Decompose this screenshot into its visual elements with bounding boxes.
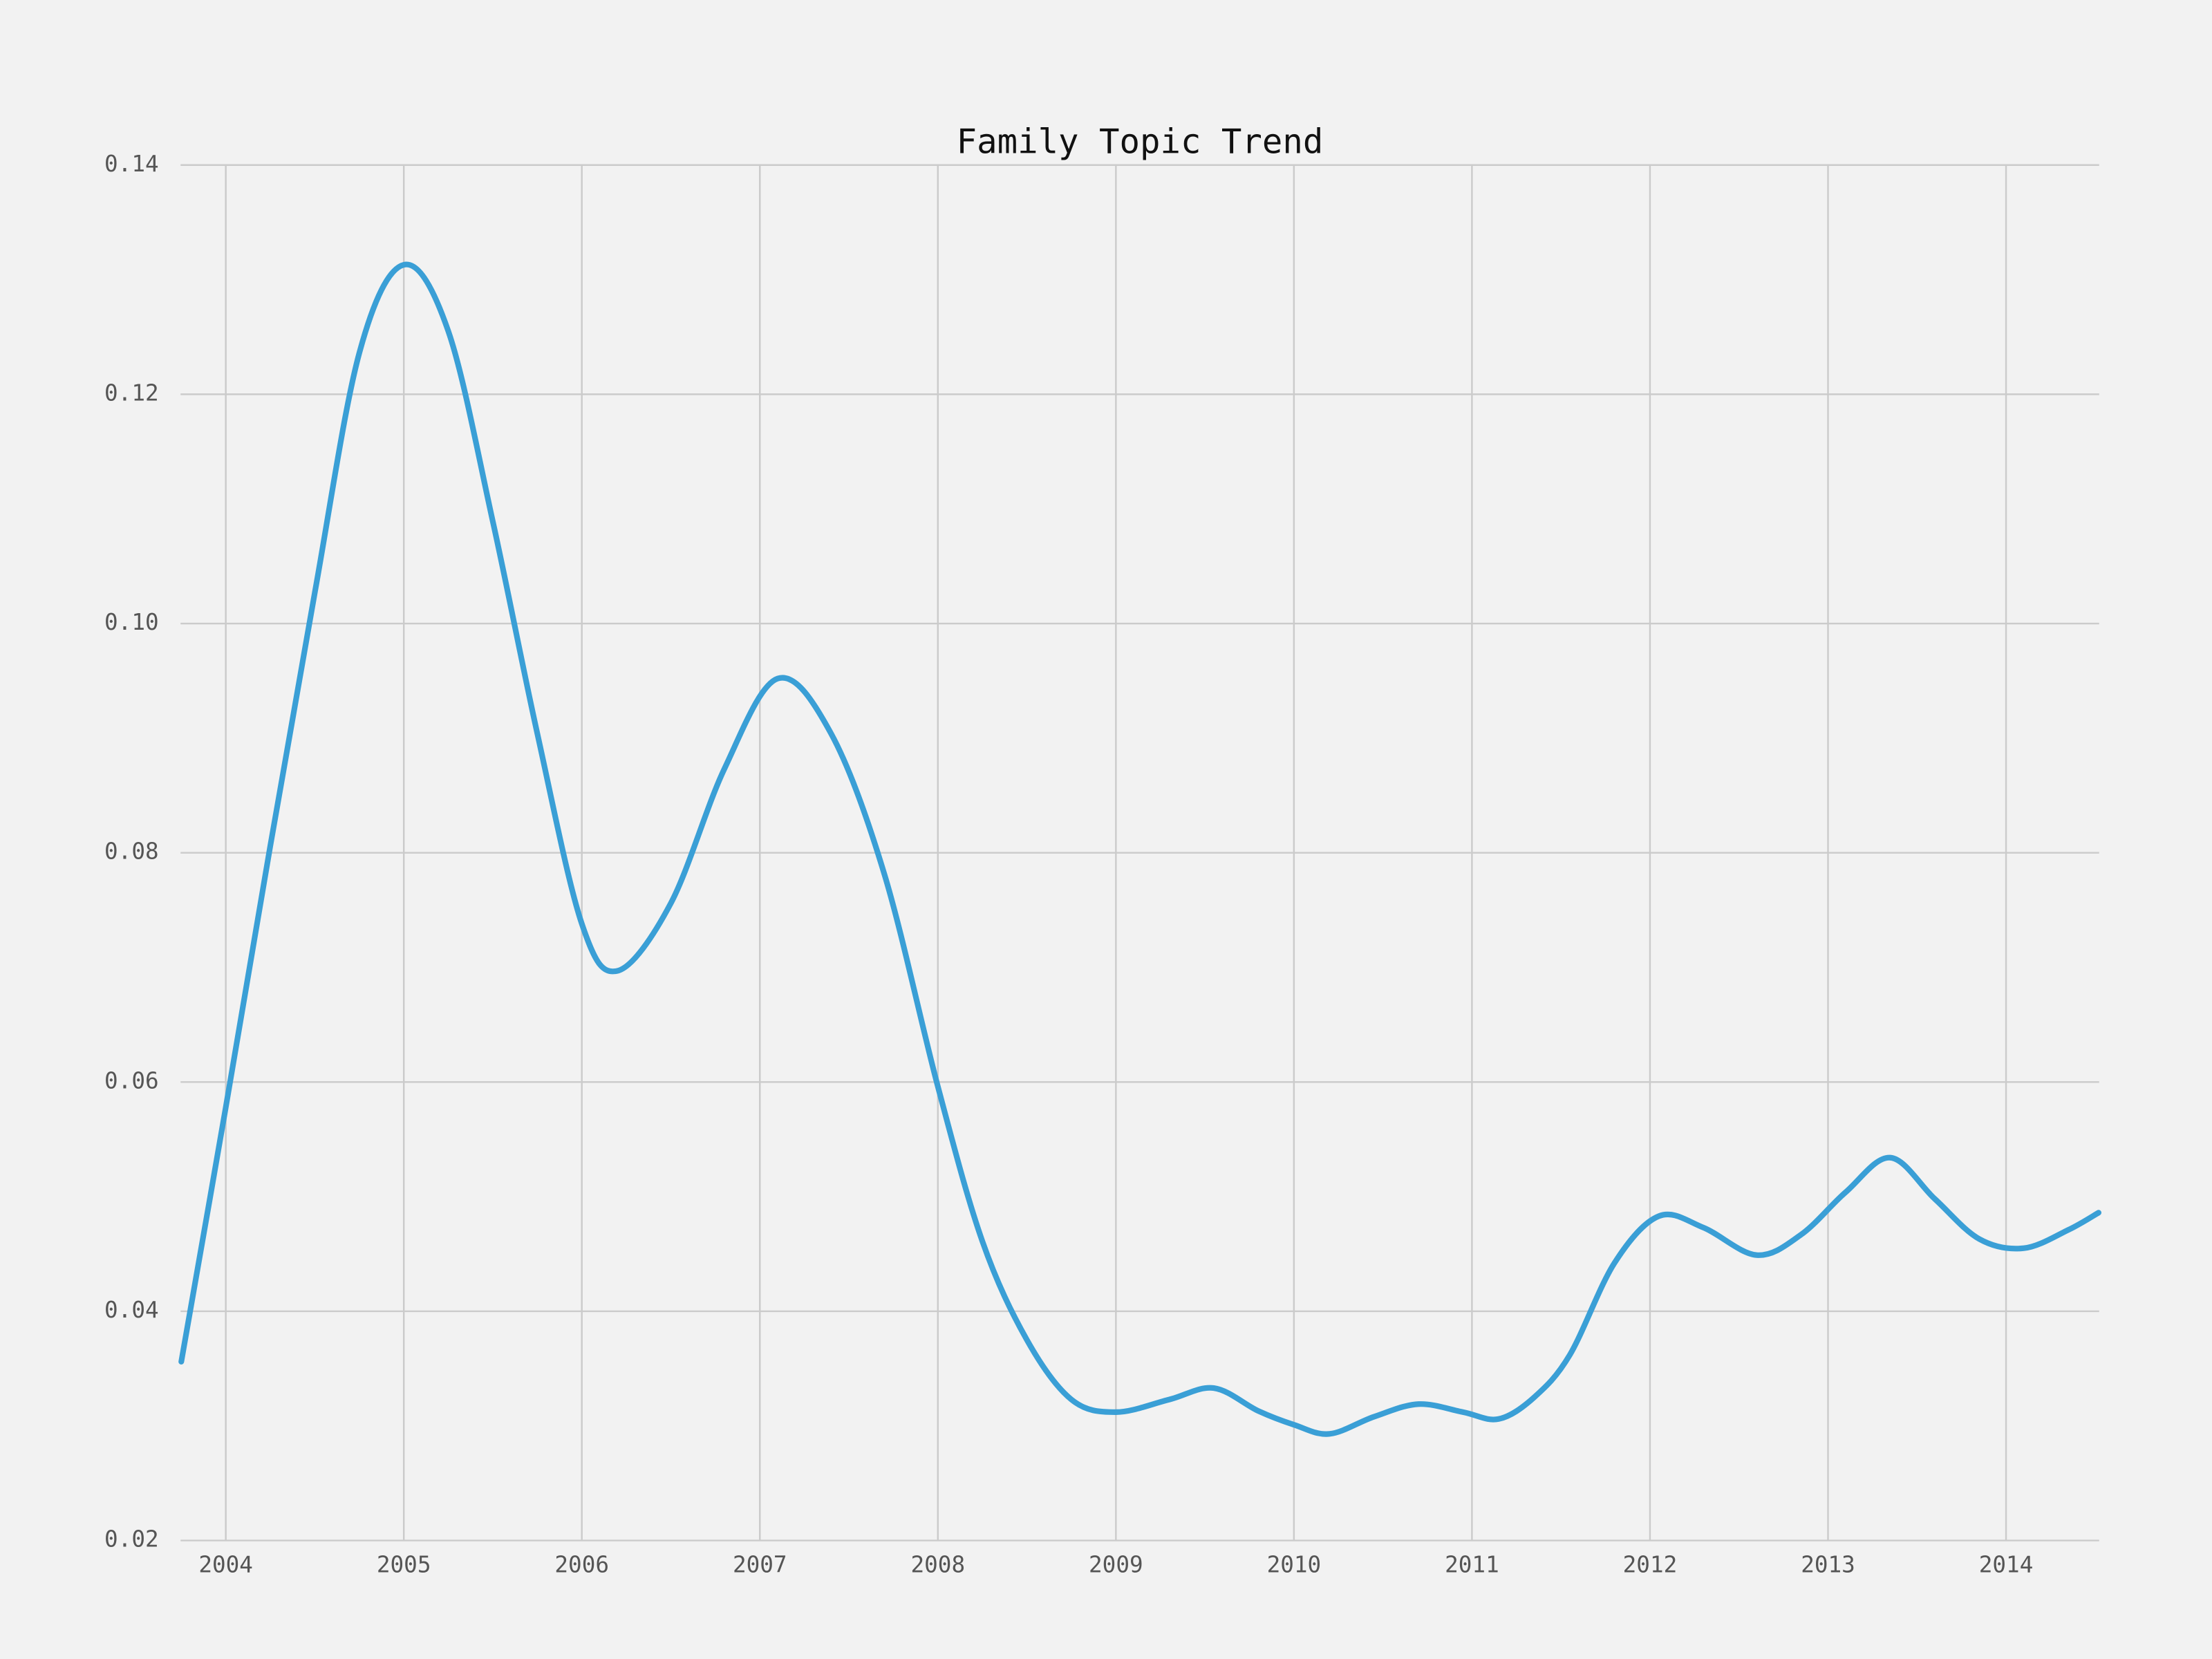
x-tick-label: 2012 <box>1623 1551 1678 1577</box>
data-line <box>178 261 2102 1437</box>
y-tick-label: 0.08 <box>104 838 159 865</box>
y-tick-label: 0.06 <box>104 1067 159 1094</box>
x-tick-label: 2005 <box>377 1551 431 1577</box>
x-tick-label: 2009 <box>1089 1551 1143 1577</box>
x-tick-label: 2004 <box>198 1551 253 1577</box>
grid <box>180 164 2099 1541</box>
x-tick-label: 2011 <box>1445 1551 1499 1577</box>
chart-title: Family Topic Trend <box>957 122 1324 162</box>
plot-area <box>178 261 2102 1437</box>
y-tick-label: 0.04 <box>104 1297 159 1323</box>
x-tick-label: 2007 <box>733 1551 787 1577</box>
y-tick-label: 0.10 <box>104 609 159 635</box>
y-tick-label: 0.14 <box>104 151 159 177</box>
y-tick-label: 0.02 <box>104 1526 159 1553</box>
x-tick-label: 2014 <box>1979 1551 2034 1577</box>
x-tick-label: 2010 <box>1267 1551 1322 1577</box>
x-tick-label: 2008 <box>910 1551 965 1577</box>
y-tick-label: 0.12 <box>104 379 159 406</box>
x-tick-label: 2006 <box>554 1551 609 1577</box>
x-tick-label: 2013 <box>1801 1551 1855 1577</box>
